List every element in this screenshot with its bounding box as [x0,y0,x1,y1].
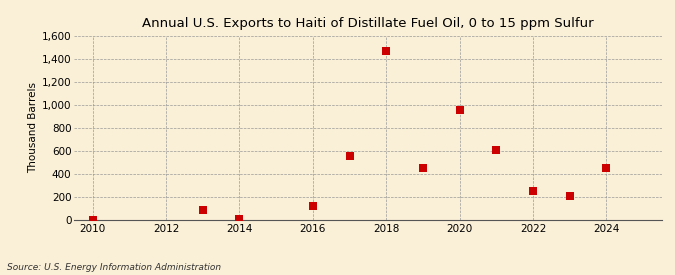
Title: Annual U.S. Exports to Haiti of Distillate Fuel Oil, 0 to 15 ppm Sulfur: Annual U.S. Exports to Haiti of Distilla… [142,17,594,31]
Point [454,108,465,112]
Point [601,166,612,170]
Point [87,218,98,222]
Point [381,48,392,53]
Y-axis label: Thousand Barrels: Thousand Barrels [28,82,38,173]
Point [418,166,429,170]
Point [234,217,245,222]
Point [344,153,355,158]
Point [491,148,502,152]
Point [307,204,318,208]
Point [528,189,539,193]
Point [564,194,575,199]
Text: Source: U.S. Energy Information Administration: Source: U.S. Energy Information Administ… [7,263,221,272]
Point [197,208,208,212]
